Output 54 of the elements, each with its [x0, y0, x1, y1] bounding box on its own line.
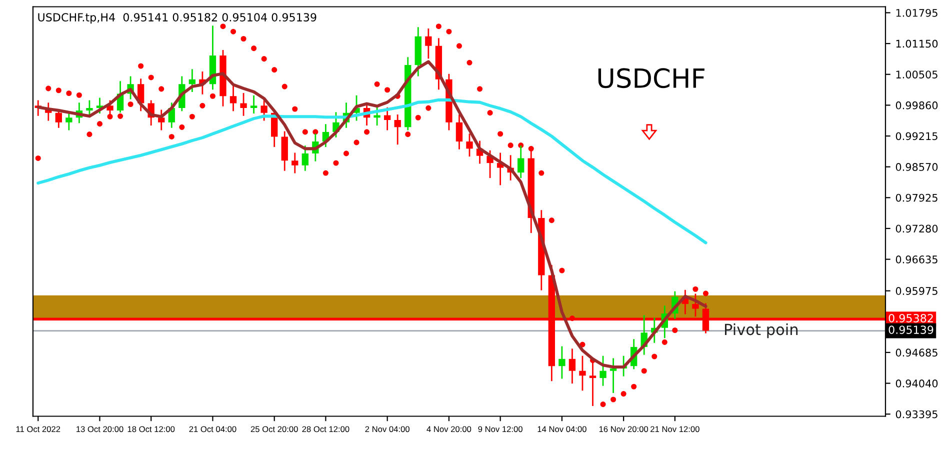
candlestick — [425, 28, 432, 59]
y-tick-label: 1.00505 — [896, 70, 938, 78]
annotation: Pivot poin — [725, 323, 798, 338]
candlestick — [240, 93, 247, 116]
x-tick-label: 13 Oct 20:00 — [76, 426, 124, 432]
x-tick-label: 18 Oct 12:00 — [128, 426, 175, 432]
candlestick — [374, 104, 380, 126]
candlestick — [250, 95, 258, 114]
x-tick-label: 9 Nov 12:00 — [478, 426, 522, 432]
x-tick-label: 21 Nov 12:00 — [650, 426, 700, 432]
candlestick — [260, 98, 268, 121]
candlestick — [394, 114, 401, 145]
x-tick-label: 4 Nov 20:00 — [426, 426, 472, 432]
candlestick — [86, 100, 93, 116]
y-tick-label: 0.99215 — [896, 132, 938, 140]
x-tick-label: 21 Oct 04:00 — [189, 426, 236, 432]
candlestick — [188, 69, 196, 92]
candlestick — [66, 112, 72, 130]
x-tick-label: 14 Nov 04:00 — [538, 426, 586, 432]
y-tick-label: 0.93395 — [896, 410, 938, 418]
x-tick-label: 2 Nov 04:00 — [365, 426, 410, 432]
y-tick-label: 0.94685 — [896, 348, 938, 357]
candlestick — [610, 358, 617, 394]
y-tick-label: 0.95975 — [896, 287, 938, 295]
candlestick — [55, 110, 62, 128]
y-tick-label: 0.99860 — [896, 101, 938, 110]
y-tick-label: 0.94040 — [896, 380, 938, 388]
candlestick — [558, 346, 566, 379]
ref-line-label: 0.95139 — [888, 326, 934, 334]
candlestick — [281, 131, 288, 171]
y-tick-label: 0.97925 — [896, 194, 938, 202]
y-tick-label: 0.96635 — [896, 256, 938, 264]
x-tick-label: 25 Oct 20:00 — [250, 426, 298, 432]
ref-line-label: 0.95382 — [888, 314, 933, 322]
candlestick — [230, 83, 237, 112]
y-tick-label: 0.97280 — [896, 224, 938, 233]
x-tick-label: 11 Oct 2022 — [16, 426, 60, 432]
y-tick-label: 0.98570 — [896, 163, 938, 171]
candlestick — [600, 356, 606, 386]
y-tick-label: 1.01150 — [896, 40, 938, 48]
candlestick — [568, 348, 576, 384]
x-tick-label: 16 Nov 20:00 — [599, 426, 648, 432]
candlestick — [456, 114, 463, 150]
candlestick — [292, 152, 298, 174]
candlestick — [302, 146, 308, 171]
text: USDCHF.tp,H4 0.95141 0.95182 0.95104 0.95139 — [38, 13, 316, 24]
candlestick — [579, 356, 586, 391]
line-series — [36, 98, 708, 244]
candlestick — [384, 107, 391, 130]
annotation: USDCHF — [598, 68, 704, 88]
x-tick-label: 28 Oct 12:00 — [302, 426, 350, 432]
y-tick-label: 1.01795 — [896, 8, 938, 17]
candlestick — [158, 110, 165, 130]
candlestick — [466, 134, 473, 157]
